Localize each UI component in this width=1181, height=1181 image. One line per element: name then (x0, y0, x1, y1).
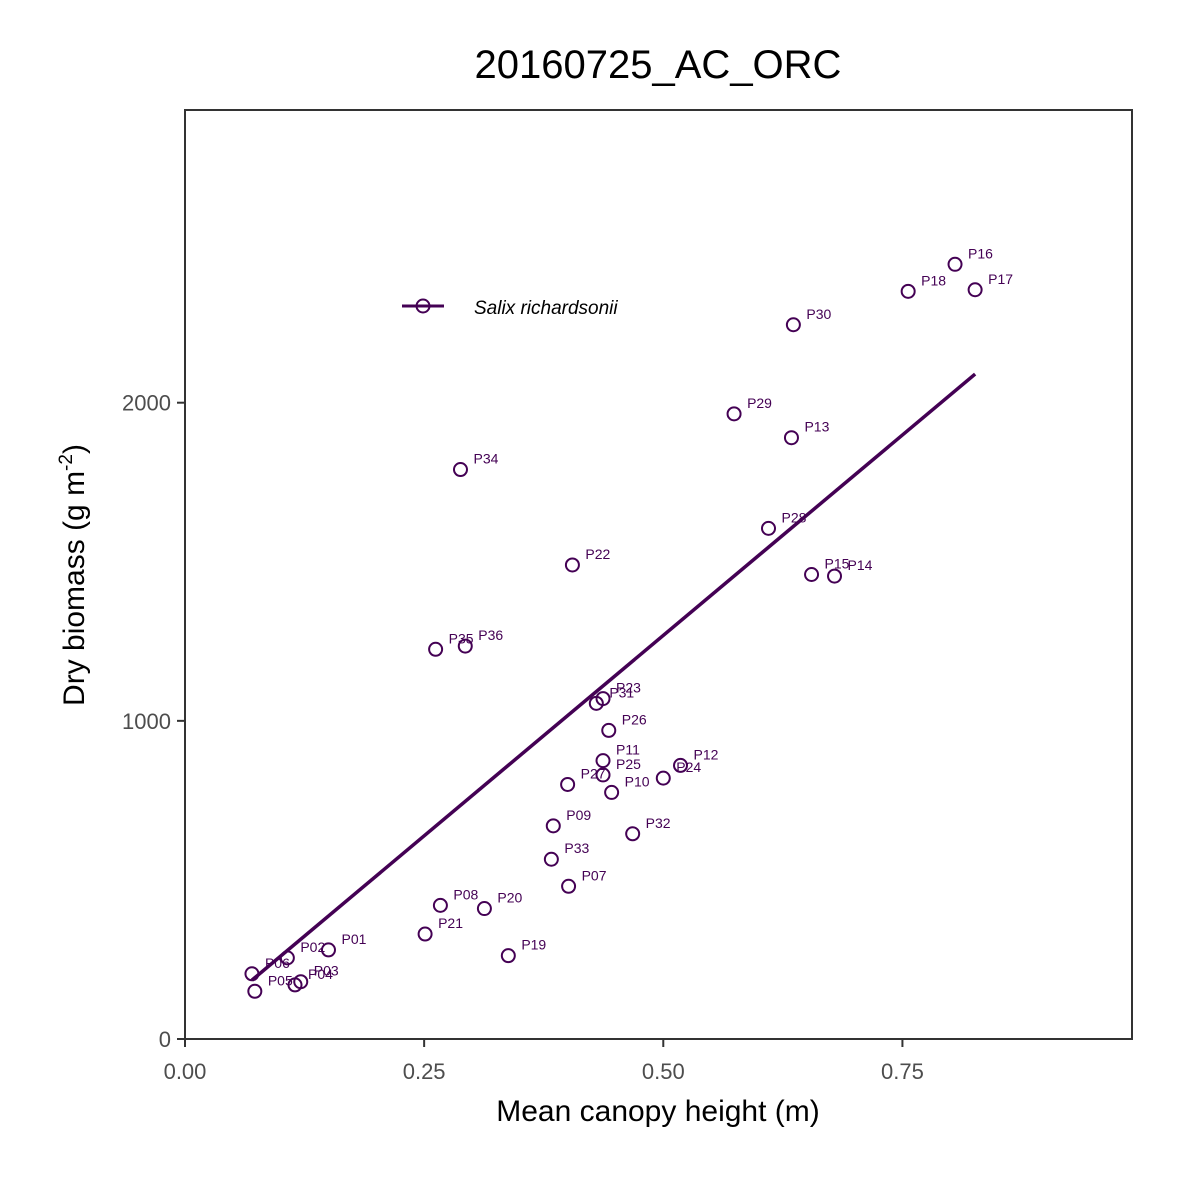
data-point (595, 767, 611, 783)
data-point (564, 557, 580, 573)
point-label: P08 (453, 886, 478, 902)
y-axis-title-superscript: -2 (56, 454, 77, 471)
y-axis-title-close: ) (58, 444, 91, 454)
data-point (783, 430, 799, 446)
chart-title: 20160725_AC_ORC (475, 43, 842, 87)
data-point (601, 722, 617, 738)
data-point (625, 826, 641, 842)
data-point (604, 784, 620, 800)
x-axis: 0.00 0.25 0.50 0.75 (164, 1039, 924, 1084)
data-point (655, 770, 671, 786)
point-label: P14 (848, 557, 873, 573)
data-point (320, 942, 336, 958)
data-point (476, 901, 492, 917)
y-tick-label: 1000 (122, 709, 171, 734)
data-point (279, 950, 295, 966)
x-tick-label: 0.00 (164, 1059, 207, 1084)
point-label: P29 (747, 395, 772, 411)
fit-lines (250, 372, 977, 982)
data-point (560, 776, 576, 792)
point-label: P03 (314, 963, 339, 979)
point-label: P31 (609, 684, 634, 700)
point-label: P25 (616, 756, 641, 772)
data-point (244, 966, 260, 982)
y-tick-label: 0 (159, 1027, 171, 1052)
data-point (804, 567, 820, 582)
data-point (543, 851, 559, 867)
data-point (588, 695, 604, 711)
y-axis-title-main: Dry biomass (g m (58, 471, 91, 706)
data-point (428, 641, 444, 657)
data-point (900, 283, 916, 299)
point-label: P23 (616, 680, 641, 696)
data-point (545, 818, 561, 834)
legend: Salix richardsonii (402, 298, 618, 319)
point-label: P02 (300, 939, 325, 955)
data-points (244, 256, 983, 999)
data-point (287, 977, 303, 993)
point-label: P35 (449, 630, 474, 646)
point-label: P13 (804, 419, 829, 435)
data-point (452, 462, 468, 478)
data-point (500, 948, 516, 964)
data-point (457, 638, 473, 654)
x-tick-label: 0.75 (881, 1059, 924, 1084)
point-label: P33 (564, 840, 589, 856)
data-point (561, 878, 577, 894)
y-axis: 0 1000 2000 (122, 391, 185, 1052)
point-label: P04 (308, 966, 333, 982)
point-label: P09 (566, 807, 591, 823)
data-point (761, 520, 777, 536)
x-tick-label: 0.50 (642, 1059, 685, 1084)
point-label: P32 (646, 815, 671, 831)
point-label: P01 (341, 931, 366, 947)
data-point (673, 757, 689, 773)
point-label: P22 (585, 546, 610, 562)
point-label: P15 (825, 556, 850, 572)
data-point (247, 983, 263, 999)
point-label: P16 (968, 245, 993, 261)
point-label: P19 (521, 937, 546, 953)
point-label: P27 (581, 765, 606, 781)
point-label: P18 (921, 272, 946, 288)
point-label: P28 (782, 509, 807, 525)
point-label: P05 (268, 972, 293, 988)
point-label: P34 (473, 451, 498, 467)
point-label: P24 (676, 759, 701, 775)
point-label: P30 (806, 306, 831, 322)
point-label: P21 (438, 915, 463, 931)
point-label: P06 (265, 955, 290, 971)
point-label: P10 (625, 773, 650, 789)
point-label: P12 (694, 746, 719, 762)
point-label: P17 (988, 271, 1013, 287)
point-label: P11 (616, 742, 640, 758)
point-label: P26 (622, 711, 647, 727)
data-point (432, 897, 448, 913)
legend-point-key (415, 298, 431, 314)
y-axis-title: Dry biomass (g m-2) (56, 444, 91, 706)
plot-panel-border (184, 109, 1133, 1040)
point-label: P36 (478, 627, 503, 643)
legend-label: Salix richardsonii (474, 298, 618, 319)
data-point (967, 282, 983, 298)
point-label: P20 (497, 890, 522, 906)
x-tick-label: 0.25 (403, 1059, 446, 1084)
data-point (726, 406, 742, 422)
regression-line (250, 372, 977, 982)
data-point (827, 568, 843, 584)
y-tick-label: 2000 (122, 391, 171, 416)
data-point (785, 317, 801, 333)
x-axis-title: Mean canopy height (m) (496, 1095, 820, 1128)
data-point (595, 753, 611, 769)
data-point (947, 256, 963, 272)
data-point (417, 926, 433, 942)
point-label: P07 (582, 867, 607, 883)
